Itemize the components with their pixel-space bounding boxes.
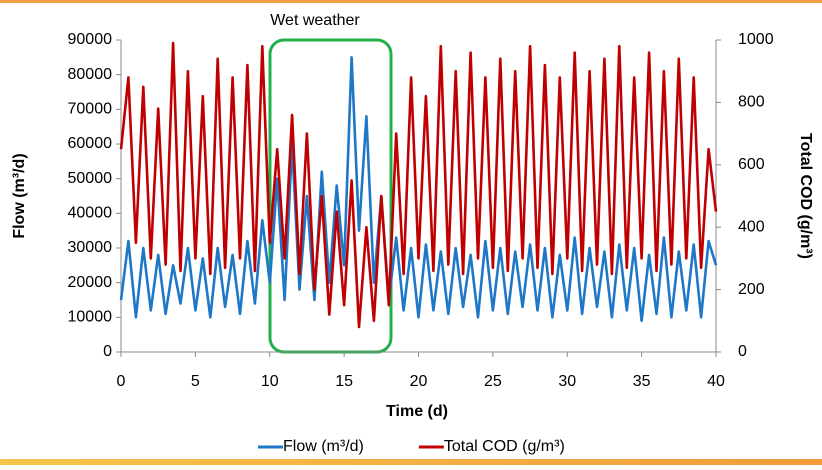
top-band [0,0,822,3]
legend-label: Total COD (g/m³) [444,438,565,455]
y2-tick-label: 1000 [738,31,774,48]
x-tick-label: 5 [191,373,200,390]
x-axis-label: Time (d) [386,403,448,420]
x-tick-label: 40 [707,373,725,390]
y2-tick-label: 600 [738,156,765,173]
y2-tick-label: 800 [738,94,765,111]
y-tick-label: 80000 [68,66,113,83]
series-line [119,56,718,323]
y2-tick-label: 0 [738,343,747,360]
y2-tick-label: 200 [738,281,765,298]
x-tick-label: 35 [633,373,651,390]
y2-tick-label: 400 [738,218,765,235]
legend-label: Flow (m³/d) [283,438,364,455]
y-tick-label: 40000 [68,205,113,222]
y-axis-label: Flow (m³/d) [11,153,28,238]
y-tick-label: 90000 [68,31,113,48]
series-line [119,41,718,329]
y-tick-label: 60000 [68,135,113,152]
x-tick-label: 10 [261,373,279,390]
bottom-band [0,459,822,465]
x-tick-label: 15 [335,373,353,390]
y2-axis-label: Total COD (g/m³) [797,133,814,259]
y-tick-label: 30000 [68,239,113,256]
y-tick-label: 50000 [68,170,113,187]
y-tick-label: 0 [103,343,112,360]
y-tick-label: 20000 [68,274,113,291]
x-tick-label: 20 [410,373,428,390]
x-tick-label: 30 [558,373,576,390]
annotation: Wet weather [270,12,360,29]
x-tick-label: 0 [117,373,126,390]
y-tick-label: 10000 [68,309,113,326]
y-tick-label: 70000 [68,101,113,118]
x-tick-label: 25 [484,373,502,390]
